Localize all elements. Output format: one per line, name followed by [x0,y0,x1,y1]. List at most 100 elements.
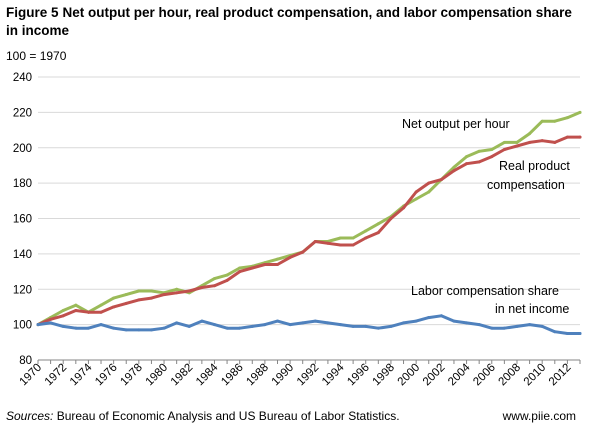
data-point-s1-2007 [502,148,506,152]
x-tick-label-1972: 1972 [43,362,70,389]
data-point-s1-1989 [275,262,279,266]
x-tick-label-2002: 2002 [421,362,448,389]
x-tick-label-2010: 2010 [522,362,549,389]
y-tick-label-220: 220 [13,107,32,119]
series-line-2 [36,314,582,335]
y-tick-label-180: 180 [13,178,32,190]
data-point-s1-1997 [376,231,380,235]
data-point-s2-1980 [162,326,166,330]
x-tick-label-2006: 2006 [471,362,498,389]
data-point-s0-1973 [74,303,78,307]
data-point-s2-2006 [490,326,494,330]
data-point-s0-1979 [149,289,153,293]
data-point-s2-1984 [212,323,216,327]
data-point-s1-1996 [364,236,368,240]
data-point-s1-1976 [112,305,116,309]
data-point-s1-2005 [477,160,481,164]
data-point-s1-2013 [578,135,582,139]
data-point-s2-1990 [288,323,292,327]
data-point-s0-2009 [528,132,532,136]
data-point-s2-1974 [86,326,90,330]
sources-text: Bureau of Economic Analysis and US Burea… [56,409,400,423]
data-point-s0-1975 [99,303,103,307]
website-link[interactable]: www.piie.com [502,409,576,423]
data-point-s1-2006 [490,155,494,159]
x-tick-label-1998: 1998 [370,362,397,389]
data-point-s0-1984 [212,277,216,281]
data-point-s2-1978 [137,328,141,332]
x-tick-label-2012: 2012 [547,362,574,389]
data-point-s0-2012 [565,116,569,120]
figure-label: Figure 5 [6,5,59,20]
data-point-s1-2003 [452,169,456,173]
data-point-s1-2002 [439,178,443,182]
data-point-s0-2011 [553,119,557,123]
data-point-s2-2002 [439,314,443,318]
data-point-s0-1994 [339,236,343,240]
data-point-s2-1996 [364,324,368,328]
x-tick-label-2000: 2000 [396,362,423,389]
data-point-s2-1977 [124,328,128,332]
data-point-s2-1994 [339,323,343,327]
data-point-s1-1991 [301,250,305,254]
data-point-s2-1999 [402,321,406,325]
data-point-s0-2005 [477,149,481,153]
unit-note: 100 = 1970 [6,49,67,63]
data-point-s0-2013 [578,110,582,114]
data-point-s2-2004 [465,321,469,325]
y-tick-label-100: 100 [13,320,32,332]
data-point-s2-2010 [540,324,544,328]
data-point-s1-1978 [137,298,141,302]
data-point-s2-1989 [275,319,279,323]
data-point-s2-2008 [515,324,519,328]
data-point-s2-1983 [200,319,204,323]
data-point-s0-1972 [61,308,65,312]
data-point-s2-1991 [301,321,305,325]
data-point-s2-1997 [376,326,380,330]
data-point-s2-2011 [553,330,557,334]
x-tick-label-1996: 1996 [345,362,372,389]
data-point-s1-1971 [49,317,53,321]
data-point-s0-1997 [376,222,380,226]
data-point-s2-1995 [351,324,355,328]
data-point-s0-1986 [238,266,242,270]
data-point-s2-1988 [263,323,267,327]
data-point-s0-2000 [414,197,418,201]
data-point-s1-1973 [74,308,78,312]
data-point-s1-1990 [288,255,292,259]
data-point-s2-2001 [427,316,431,320]
data-point-s1-1986 [238,270,242,274]
x-tick-label-1982: 1982 [169,362,196,389]
annotation-labor-share-line2: in net income [495,302,569,316]
series-line-1 [36,135,582,327]
data-point-s0-2008 [515,140,519,144]
data-point-s2-1985 [225,326,229,330]
x-tick-label-1984: 1984 [194,361,221,388]
data-point-s2-1981 [175,321,179,325]
data-point-s2-2005 [477,323,481,327]
data-point-s2-2000 [414,319,418,323]
data-point-s1-1993 [326,241,330,245]
y-tick-label-120: 120 [13,284,32,296]
data-point-s0-1976 [112,296,116,300]
data-point-s0-2004 [465,155,469,159]
y-tick-label-200: 200 [13,143,32,155]
data-point-s0-1981 [175,287,179,291]
figure-title-text: Net output per hour, real product compen… [6,5,572,38]
data-point-s1-2011 [553,140,557,144]
data-point-s1-1983 [200,285,204,289]
data-point-s1-1980 [162,293,166,297]
data-point-s1-2001 [427,181,431,185]
data-point-s1-1995 [351,243,355,247]
annotation-real-comp-line2: compensation [487,178,565,192]
data-point-s2-1982 [187,324,191,328]
data-point-s1-1999 [402,206,406,210]
data-point-s1-1979 [149,296,153,300]
data-point-s1-1985 [225,278,229,282]
data-point-s1-1988 [263,262,267,266]
data-point-s2-1973 [74,326,78,330]
data-point-s1-1977 [124,301,128,305]
x-tick-label-1990: 1990 [270,362,297,389]
x-tick-label-1978: 1978 [118,362,145,389]
